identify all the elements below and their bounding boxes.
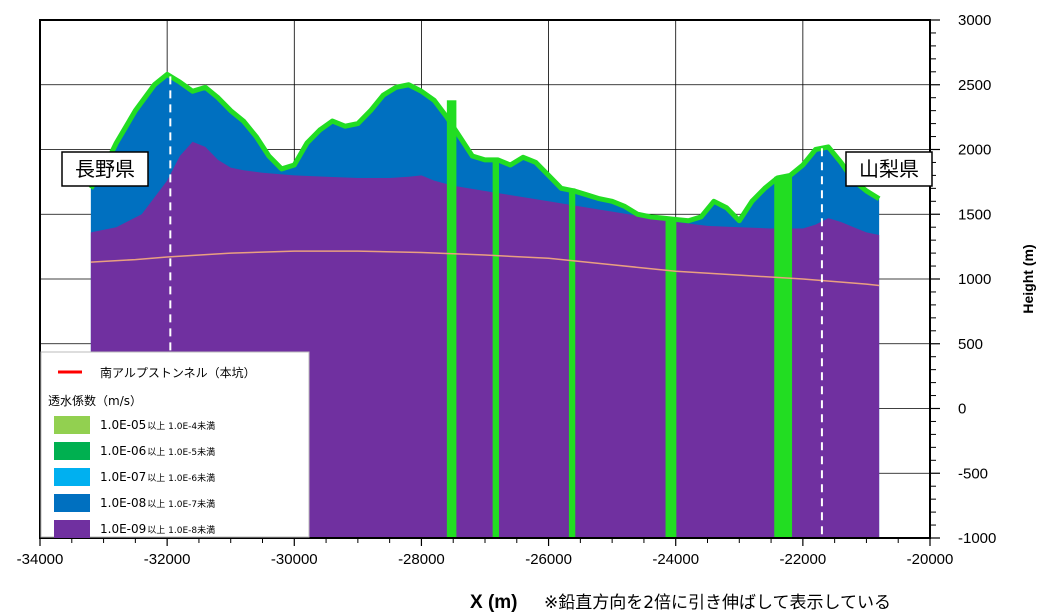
- x-tick-label: -24000: [652, 551, 699, 568]
- y-tick-label: 2500: [958, 77, 991, 94]
- fault-zone: [446, 100, 457, 538]
- y-tick-label: 500: [958, 336, 983, 353]
- tunnel-line: [90, 250, 880, 287]
- vertical-exaggeration-note: ※鉛直方向を2倍に引き伸ばして表示している: [544, 593, 891, 613]
- legend-swatch: [54, 416, 90, 434]
- y-tick-label: 1000: [958, 271, 991, 288]
- legend-entry-label: 1.0E-05以上 1.0E-4未満: [100, 418, 215, 432]
- legend: 南アルプストンネル（本坑） 透水係数（m/s） 1.0E-05以上 1.0E-4…: [40, 351, 310, 538]
- fault-zone: [665, 218, 677, 538]
- x-tick-label: -26000: [525, 551, 572, 568]
- legend-entry-label: 1.0E-08以上 1.0E-7未満: [100, 496, 215, 510]
- legend-swatch: [54, 468, 90, 486]
- fault-zone: [492, 159, 499, 538]
- axis-ticks: -34000 -32000 -30000 -28000 -26000 -24000 -220…: [17, 12, 997, 568]
- plot-frame: [39, 19, 931, 539]
- legend-title: 透水係数（m/s）: [48, 393, 142, 408]
- x-tick-label: -34000: [17, 551, 64, 568]
- fault-zone: [568, 188, 576, 538]
- x-tick-label: -22000: [779, 551, 826, 568]
- y-tick-label: 0: [958, 401, 966, 418]
- x-tick-label: -30000: [271, 551, 318, 568]
- legend-entry-label: 1.0E-07以上 1.0E-6未満: [100, 470, 215, 484]
- y-axis-title: Height (m): [1020, 244, 1036, 313]
- legend-entry-label: 1.0E-06以上 1.0E-5未満: [100, 444, 215, 458]
- legend-tunnel-label: 南アルプストンネル（本坑）: [100, 365, 256, 380]
- legend-swatch: [54, 494, 90, 512]
- pref-label-yamanashi-text: 山梨県: [859, 157, 919, 181]
- legend-swatch: [54, 442, 90, 460]
- surface-band: [88, 71, 881, 224]
- y-tick-label: -1000: [958, 530, 996, 547]
- pref-label-nagano: 長野県: [61, 151, 149, 187]
- y-tick-label: 3000: [958, 12, 991, 29]
- y-tick-label: 2000: [958, 142, 991, 159]
- x-tick-label: -32000: [144, 551, 191, 568]
- y-tick-label: -500: [958, 465, 988, 482]
- x-tick-label: -20000: [907, 551, 954, 568]
- pref-label-nagano-text: 長野県: [75, 157, 135, 181]
- fault-zones: [446, 100, 793, 538]
- legend-swatch: [54, 520, 90, 538]
- fault-zone: [774, 176, 793, 538]
- legend-entry-label: 1.0E-09以上 1.0E-8未満: [100, 522, 215, 536]
- x-tick-label: -28000: [398, 551, 445, 568]
- x-axis-title: X (m): [470, 592, 518, 613]
- pref-label-yamanashi: 山梨県: [845, 151, 933, 187]
- y-tick-label: 1500: [958, 206, 991, 223]
